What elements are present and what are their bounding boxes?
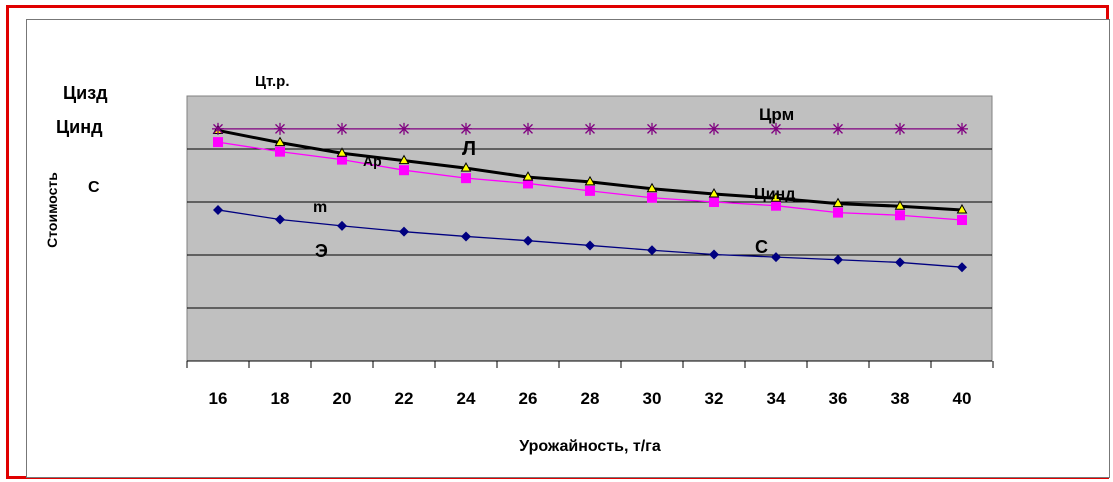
x-tick-label: 24 — [457, 389, 476, 408]
data-point — [523, 178, 533, 189]
data-point — [213, 204, 223, 215]
data-point — [585, 185, 595, 196]
data-point — [398, 154, 410, 165]
annotation-label: Цинд — [754, 186, 795, 203]
data-point — [709, 197, 719, 207]
data-point — [522, 171, 534, 181]
x-tick-label: 32 — [705, 389, 724, 408]
data-point — [832, 122, 844, 135]
x-tick-label: 28 — [581, 389, 600, 408]
x-tick-label: 16 — [209, 389, 228, 408]
annotation-label: С — [755, 237, 768, 257]
annotation-label: Э — [315, 241, 328, 261]
data-point — [399, 226, 409, 237]
annotation-label: Л — [462, 138, 476, 160]
data-point — [895, 257, 905, 268]
x-axis-title: Урожайность, т/га — [519, 438, 661, 455]
annotation-label: Црм — [759, 105, 794, 124]
x-tick-label: 30 — [643, 389, 662, 408]
data-point — [461, 173, 471, 184]
data-point — [398, 122, 410, 135]
data-point — [460, 162, 472, 172]
data-point — [585, 240, 595, 251]
data-point — [213, 137, 223, 148]
data-point — [522, 122, 534, 135]
data-point — [274, 122, 286, 135]
annotation-label: Ар — [363, 153, 382, 169]
data-point — [956, 122, 968, 135]
annotation-label: Цинд — [56, 117, 103, 137]
data-point — [337, 220, 347, 231]
data-point — [771, 252, 781, 263]
data-point — [895, 210, 905, 221]
data-point — [708, 122, 720, 135]
data-point — [461, 231, 471, 242]
data-point — [275, 146, 285, 157]
x-tick-labels: 16 18 20 22 24 26 28 30 32 34 36 38 40 — [209, 389, 972, 408]
data-point — [584, 122, 596, 135]
annotation-label: m — [313, 199, 327, 216]
data-point — [647, 192, 657, 203]
data-point — [832, 197, 844, 208]
data-point — [833, 254, 843, 265]
data-point — [336, 147, 348, 157]
annotation-label: Цт.р. — [255, 73, 289, 90]
series-layer — [212, 122, 968, 273]
data-point — [833, 207, 843, 218]
data-point — [460, 122, 472, 135]
data-point — [708, 188, 720, 198]
annotation-label: С — [88, 179, 100, 196]
data-point — [956, 203, 968, 214]
x-tick-label: 18 — [271, 389, 290, 408]
data-point — [274, 136, 286, 147]
x-tick-label: 36 — [829, 389, 848, 408]
x-tick-label: 34 — [767, 389, 786, 408]
data-point — [336, 122, 348, 135]
data-point — [275, 214, 285, 225]
x-tick-label: 40 — [953, 389, 972, 408]
data-point — [957, 262, 967, 273]
data-point — [770, 192, 782, 202]
data-point — [709, 249, 719, 260]
data-point — [646, 122, 658, 135]
data-point — [646, 182, 658, 193]
data-point — [647, 245, 657, 256]
data-point — [212, 122, 224, 135]
annotation-label: Цизд — [63, 83, 108, 103]
data-point — [957, 215, 967, 226]
plot-background — [186, 95, 993, 362]
y-axis-title: Стоимость — [44, 172, 60, 248]
x-tick-label: 22 — [395, 389, 414, 408]
data-point — [337, 154, 347, 165]
x-tick-label: 26 — [519, 389, 538, 408]
data-point — [399, 165, 409, 176]
x-tick-label: 20 — [333, 389, 352, 408]
data-point — [771, 200, 781, 211]
data-point — [584, 175, 596, 186]
plot-layer — [186, 95, 994, 368]
x-tick-label: 38 — [891, 389, 910, 408]
data-point — [523, 235, 533, 246]
data-point — [894, 122, 906, 135]
data-point — [770, 122, 782, 135]
data-point — [894, 200, 906, 210]
